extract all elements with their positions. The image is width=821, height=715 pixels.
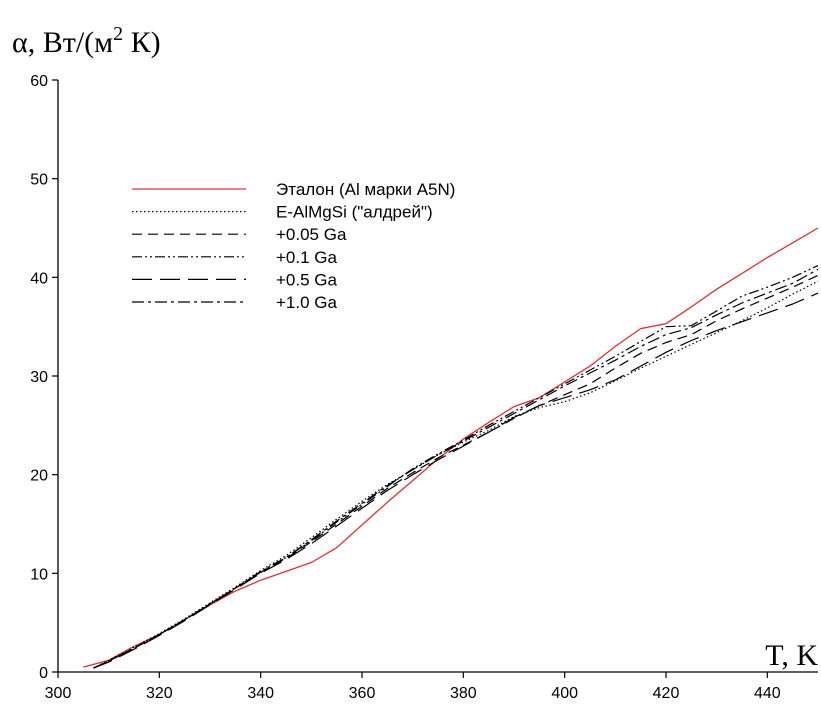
legend: Эталон (Al марки A5N) E-AlMgSi ("алдрей")… [132, 180, 455, 312]
y-tick-label: 50 [30, 172, 48, 189]
x-tick-label: 440 [754, 685, 781, 702]
legend-label-6: +1.0 Ga [276, 293, 338, 312]
legend-label-5: +0.5 Ga [276, 270, 338, 289]
series-line-5 [93, 292, 819, 669]
legend-label-1: Эталон (Al марки A5N) [276, 180, 455, 199]
x-tick-label: 420 [653, 685, 680, 702]
axes: 300 320 340 360 380 400 420 440 0 10 20 30 40 50 60 [30, 73, 818, 702]
legend-label-4: +0.1 Ga [276, 248, 338, 267]
legend-label-3: +0.05 Ga [276, 225, 347, 244]
y-tick-label: 0 [39, 665, 48, 682]
x-tick-label: 320 [146, 685, 173, 702]
x-tick-label: 340 [247, 685, 274, 702]
y-tick-label: 30 [30, 369, 48, 386]
y-tick-label: 60 [30, 73, 48, 90]
x-tick-label: 300 [45, 685, 72, 702]
x-tick-label: 400 [551, 685, 578, 702]
series-line-4 [93, 264, 819, 669]
series-line-6 [93, 268, 819, 669]
y-tick-label: 10 [30, 566, 48, 583]
y-tick-label: 20 [30, 468, 48, 485]
series-line-2 [93, 280, 819, 669]
y-axis-title: α, Вт/(м2 К) [12, 23, 161, 59]
x-axis-title: T, K [765, 639, 818, 672]
x-tick-label: 360 [349, 685, 376, 702]
series-layer [83, 227, 819, 669]
x-tick-label: 380 [450, 685, 477, 702]
y-tick-label: 40 [30, 270, 48, 287]
legend-label-2: E-AlMgSi ("алдрей") [276, 203, 433, 222]
